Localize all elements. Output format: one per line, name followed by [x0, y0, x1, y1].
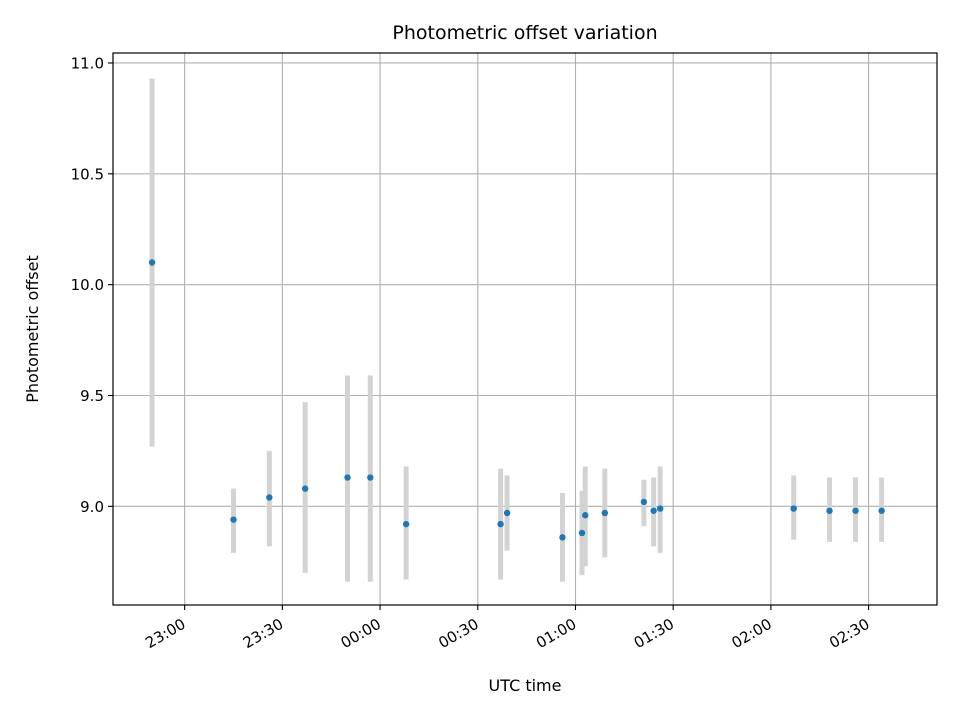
y-tick-label: 9.5: [80, 387, 104, 405]
data-point: [878, 507, 885, 514]
data-point: [559, 534, 566, 541]
data-point: [790, 505, 797, 512]
y-tick-label: 10.0: [71, 276, 104, 294]
y-axis-title: Photometric offset: [23, 255, 42, 403]
data-point: [402, 520, 410, 528]
data-point: [344, 474, 351, 481]
data-point: [230, 516, 237, 523]
data-point: [497, 520, 504, 528]
data-point: [578, 529, 586, 537]
data-point: [367, 474, 374, 481]
data-point: [826, 507, 833, 514]
data-point: [650, 507, 657, 514]
data-point: [301, 485, 309, 492]
data-point: [266, 494, 273, 501]
data-point: [503, 509, 511, 517]
data-point: [852, 507, 859, 514]
marker-layer: [148, 259, 885, 541]
y-tick-label: 10.5: [71, 165, 104, 183]
chart-title: Photometric offset variation: [392, 22, 657, 44]
data-point: [148, 259, 156, 266]
plot-frame: [112, 52, 938, 606]
y-tick-label: 11.0: [71, 54, 104, 72]
data-point: [656, 505, 664, 512]
grid-layer: [113, 53, 937, 605]
data-point: [640, 498, 648, 506]
x-axis-title: UTC time: [489, 676, 562, 695]
data-point: [601, 509, 608, 517]
y-tick-label: 9.0: [80, 498, 104, 516]
data-point: [582, 512, 589, 519]
